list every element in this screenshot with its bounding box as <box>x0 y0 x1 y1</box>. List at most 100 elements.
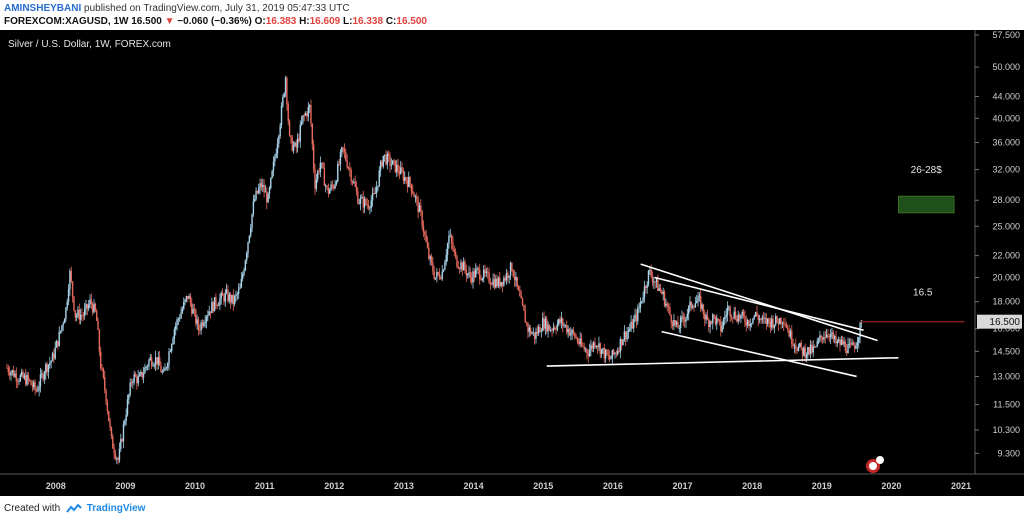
candle-body <box>173 329 176 339</box>
candle-body <box>366 204 368 206</box>
candle-body <box>468 272 470 274</box>
candle-body <box>73 296 75 311</box>
price-change: −0.060 (−0.36%) <box>177 16 252 27</box>
trendline[interactable] <box>661 330 857 378</box>
candle-body <box>683 319 686 322</box>
candle-body <box>268 188 271 195</box>
candle-body <box>512 270 514 277</box>
candle-body <box>325 185 327 187</box>
candle-body <box>26 374 28 385</box>
candle-body <box>458 268 461 270</box>
candle-body <box>558 319 560 324</box>
candle-body <box>497 277 500 286</box>
candle-body <box>646 284 648 289</box>
candle-body <box>659 288 662 292</box>
candle-body <box>183 302 185 309</box>
candle-body <box>8 372 11 376</box>
candle-body <box>560 318 563 323</box>
candle-body <box>485 271 488 274</box>
candle-body <box>216 305 218 306</box>
candle-body <box>685 317 687 322</box>
candle-body <box>266 191 268 203</box>
created-with-text: Created with <box>4 503 61 515</box>
candle-body <box>633 319 635 329</box>
candle-body <box>311 124 314 145</box>
candle-body <box>829 334 832 338</box>
candle-body <box>418 205 421 213</box>
candle-body <box>475 269 477 278</box>
candle-body <box>326 185 328 188</box>
candle-body <box>369 207 371 209</box>
candle-body <box>524 310 526 323</box>
candle-body <box>158 357 161 366</box>
author-link[interactable]: AMINSHEYBANI <box>4 3 82 14</box>
candle-body <box>568 329 571 336</box>
candle-body <box>137 376 139 384</box>
candle-body <box>457 266 460 269</box>
candle-body <box>466 273 469 276</box>
candle-body <box>110 427 113 437</box>
candle-body <box>649 269 651 271</box>
price-tick-label: 32.000 <box>992 165 1020 175</box>
time-tick-label: 2009 <box>115 481 135 491</box>
candle-body <box>156 357 158 365</box>
candle-body <box>804 347 806 358</box>
candle-body <box>547 324 549 332</box>
candle-body <box>540 330 543 333</box>
candle-body <box>394 160 397 173</box>
candle-body <box>764 317 766 319</box>
candle-body <box>65 307 67 320</box>
candle-body <box>416 196 418 200</box>
candle-body <box>367 205 370 208</box>
candle-body <box>852 342 855 346</box>
candle-body <box>805 354 808 358</box>
candle-body <box>287 104 289 121</box>
candle-body <box>702 304 705 315</box>
candle-body <box>503 278 505 286</box>
candle-body <box>760 318 762 320</box>
candle-body <box>236 293 239 295</box>
chart-area[interactable]: Silver / U.S. Dollar, 1W, FOREX.com 57.5… <box>0 30 1024 496</box>
price-axis[interactable]: 57.500 50.000 44.000 40.000 36.000 32.000 28.0… <box>975 30 1022 458</box>
candle-body <box>105 389 107 402</box>
candle-body <box>470 277 473 283</box>
candle-body <box>448 235 450 244</box>
candle-body <box>535 331 537 339</box>
candle-body <box>850 343 852 345</box>
candle-body <box>572 329 575 334</box>
candle-body <box>275 153 277 158</box>
drawings[interactable] <box>546 195 965 378</box>
candle-body <box>519 290 521 296</box>
tradingview-brand[interactable]: TradingView <box>86 503 146 514</box>
candle-body <box>256 190 259 194</box>
trendline[interactable] <box>640 263 878 342</box>
trendline[interactable] <box>546 356 899 367</box>
time-axis[interactable]: 2008 2009 2010 2011 2012 2013 2014 2015 2016 2017… <box>46 481 971 491</box>
price-tick-label: 9.300 <box>997 448 1020 458</box>
candle-body <box>177 318 180 320</box>
candle-body <box>95 310 98 321</box>
candle-body <box>86 304 89 309</box>
candle-body <box>694 303 697 308</box>
candle-body <box>386 153 389 165</box>
candle-body <box>98 330 101 352</box>
candle-body <box>606 349 608 355</box>
candle-body <box>586 348 588 354</box>
candle-body <box>505 273 508 281</box>
candle-body <box>330 184 332 190</box>
candle-body <box>232 294 235 305</box>
candle-body <box>594 342 596 347</box>
candle-body <box>661 291 663 295</box>
target-zone[interactable] <box>897 195 955 214</box>
candle-body <box>250 228 252 236</box>
candle-body <box>787 328 789 330</box>
candle-body <box>499 277 501 287</box>
earnings-flag-icon[interactable] <box>866 456 884 473</box>
candle-body <box>588 350 591 357</box>
price-chart[interactable]: Silver / U.S. Dollar, 1W, FOREX.com 57.5… <box>0 30 1024 496</box>
candle-body <box>157 357 160 365</box>
candle-body <box>323 168 326 186</box>
trendline[interactable] <box>654 276 864 331</box>
candle-body <box>387 153 390 157</box>
candle-body <box>413 193 415 198</box>
